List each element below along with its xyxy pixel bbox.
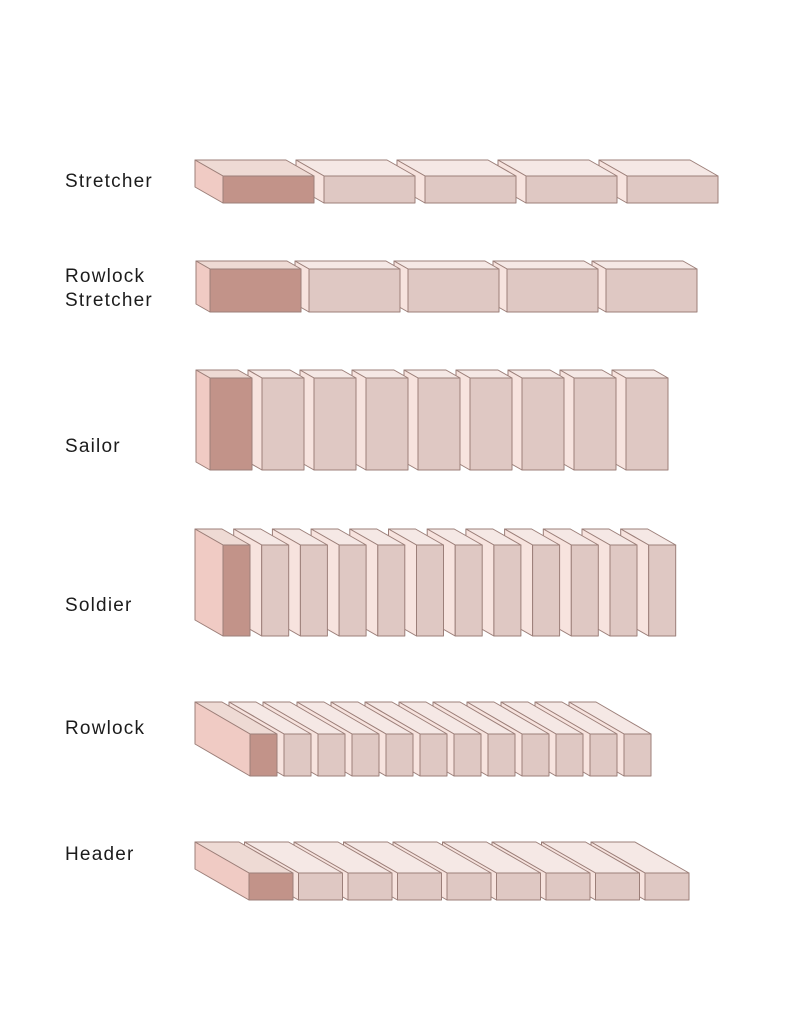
brick-front-face bbox=[416, 544, 444, 637]
course-label-rowlock: Rowlock bbox=[65, 717, 145, 741]
brick-front-face bbox=[209, 377, 253, 471]
brick-front-face bbox=[261, 544, 290, 637]
brick-highlighted bbox=[194, 841, 294, 901]
course-stretcher bbox=[194, 159, 719, 204]
brick-front-face bbox=[573, 377, 617, 471]
brick bbox=[393, 260, 500, 313]
brick-front-face bbox=[625, 377, 669, 471]
brick-front-face bbox=[595, 872, 640, 901]
brick-front-face bbox=[351, 733, 380, 777]
brick-front-face bbox=[323, 175, 416, 204]
brick bbox=[247, 369, 305, 471]
brick-front-face bbox=[222, 175, 315, 204]
brick bbox=[507, 369, 565, 471]
brick-top-face bbox=[294, 260, 401, 270]
course-sailor bbox=[195, 369, 669, 471]
brick-front-face bbox=[648, 544, 677, 637]
brick-highlighted bbox=[194, 528, 251, 637]
brick-front-face bbox=[283, 733, 312, 777]
brick-front-face bbox=[365, 377, 409, 471]
brick-side-face bbox=[195, 260, 211, 313]
brick-front-face bbox=[308, 268, 401, 313]
course-label-line: Stretcher bbox=[65, 290, 153, 311]
course-label-line: Rowlock bbox=[65, 266, 146, 287]
brick-front-face bbox=[506, 268, 599, 313]
brick-front-face bbox=[313, 377, 357, 471]
course-label-line: Stretcher bbox=[65, 171, 153, 192]
brick-highlighted bbox=[195, 260, 302, 313]
brick-side-face bbox=[194, 528, 224, 637]
course-label-line: Soldier bbox=[65, 595, 133, 616]
brick-highlighted bbox=[194, 159, 315, 204]
course-label-soldier: Soldier bbox=[65, 594, 133, 618]
brick-front-face bbox=[532, 544, 561, 637]
brick-front-face bbox=[446, 872, 492, 901]
brick-top-face bbox=[393, 260, 500, 270]
brick-front-face bbox=[248, 872, 294, 901]
brick-front-face bbox=[545, 872, 591, 901]
course-label-line: Sailor bbox=[65, 436, 121, 457]
brick-front-face bbox=[209, 268, 302, 313]
brick-front-face bbox=[338, 544, 367, 637]
brick-front-face bbox=[385, 733, 414, 777]
brick-front-face bbox=[299, 544, 328, 637]
brick-front-face bbox=[407, 268, 500, 313]
course-label-header: Header bbox=[65, 843, 135, 867]
brick-highlighted bbox=[195, 369, 253, 471]
brick-front-face bbox=[222, 544, 251, 637]
course-rowlock-stretcher bbox=[195, 260, 698, 313]
brick-front-face bbox=[493, 544, 522, 637]
brick-front-face bbox=[424, 175, 517, 204]
brick-front-face bbox=[317, 733, 346, 777]
brick-front-face bbox=[644, 872, 690, 901]
course-soldier bbox=[194, 528, 677, 637]
brick bbox=[351, 369, 409, 471]
brick-front-face bbox=[261, 377, 305, 471]
course-rowlock bbox=[194, 701, 652, 777]
brick-top-face bbox=[591, 260, 698, 270]
course-label-line: Header bbox=[65, 844, 135, 865]
course-label-sailor: Sailor bbox=[65, 435, 121, 459]
brick-front-face bbox=[469, 377, 513, 471]
brick-front-face bbox=[623, 733, 652, 777]
brick-top-face bbox=[492, 260, 599, 270]
brick-front-face bbox=[453, 733, 482, 777]
brick-front-face bbox=[521, 377, 565, 471]
brick-front-face bbox=[417, 377, 461, 471]
brick-top-face bbox=[195, 260, 302, 270]
course-label-stretcher: Stretcher bbox=[65, 170, 153, 194]
brick-front-face bbox=[249, 733, 278, 777]
brick bbox=[403, 369, 461, 471]
brick bbox=[299, 369, 357, 471]
brick-front-face bbox=[589, 733, 618, 777]
brick-front-face bbox=[496, 872, 541, 901]
brick-front-face bbox=[298, 872, 343, 901]
course-label-rowlock-stretcher: Rowlock Stretcher bbox=[65, 265, 153, 313]
brick-front-face bbox=[347, 872, 393, 901]
brick bbox=[455, 369, 513, 471]
brick-front-face bbox=[397, 872, 442, 901]
brick bbox=[611, 369, 669, 471]
brick-front-face bbox=[377, 544, 406, 637]
brick-front-face bbox=[570, 544, 599, 637]
course-header bbox=[194, 841, 690, 901]
brick-front-face bbox=[454, 544, 483, 637]
brick-front-face bbox=[521, 733, 550, 777]
brick bbox=[559, 369, 617, 471]
brick bbox=[492, 260, 599, 313]
brick-front-face bbox=[626, 175, 719, 204]
course-label-line: Rowlock bbox=[65, 718, 146, 739]
brick-front-face bbox=[525, 175, 618, 204]
brick-front-face bbox=[605, 268, 698, 313]
brick-side-face bbox=[195, 369, 211, 471]
brick-front-face bbox=[609, 544, 638, 637]
brick-front-face bbox=[555, 733, 584, 777]
brick bbox=[591, 260, 698, 313]
brick-front-face bbox=[419, 733, 448, 777]
brick bbox=[294, 260, 401, 313]
brick-front-face bbox=[487, 733, 516, 777]
brick-highlighted bbox=[194, 701, 278, 777]
